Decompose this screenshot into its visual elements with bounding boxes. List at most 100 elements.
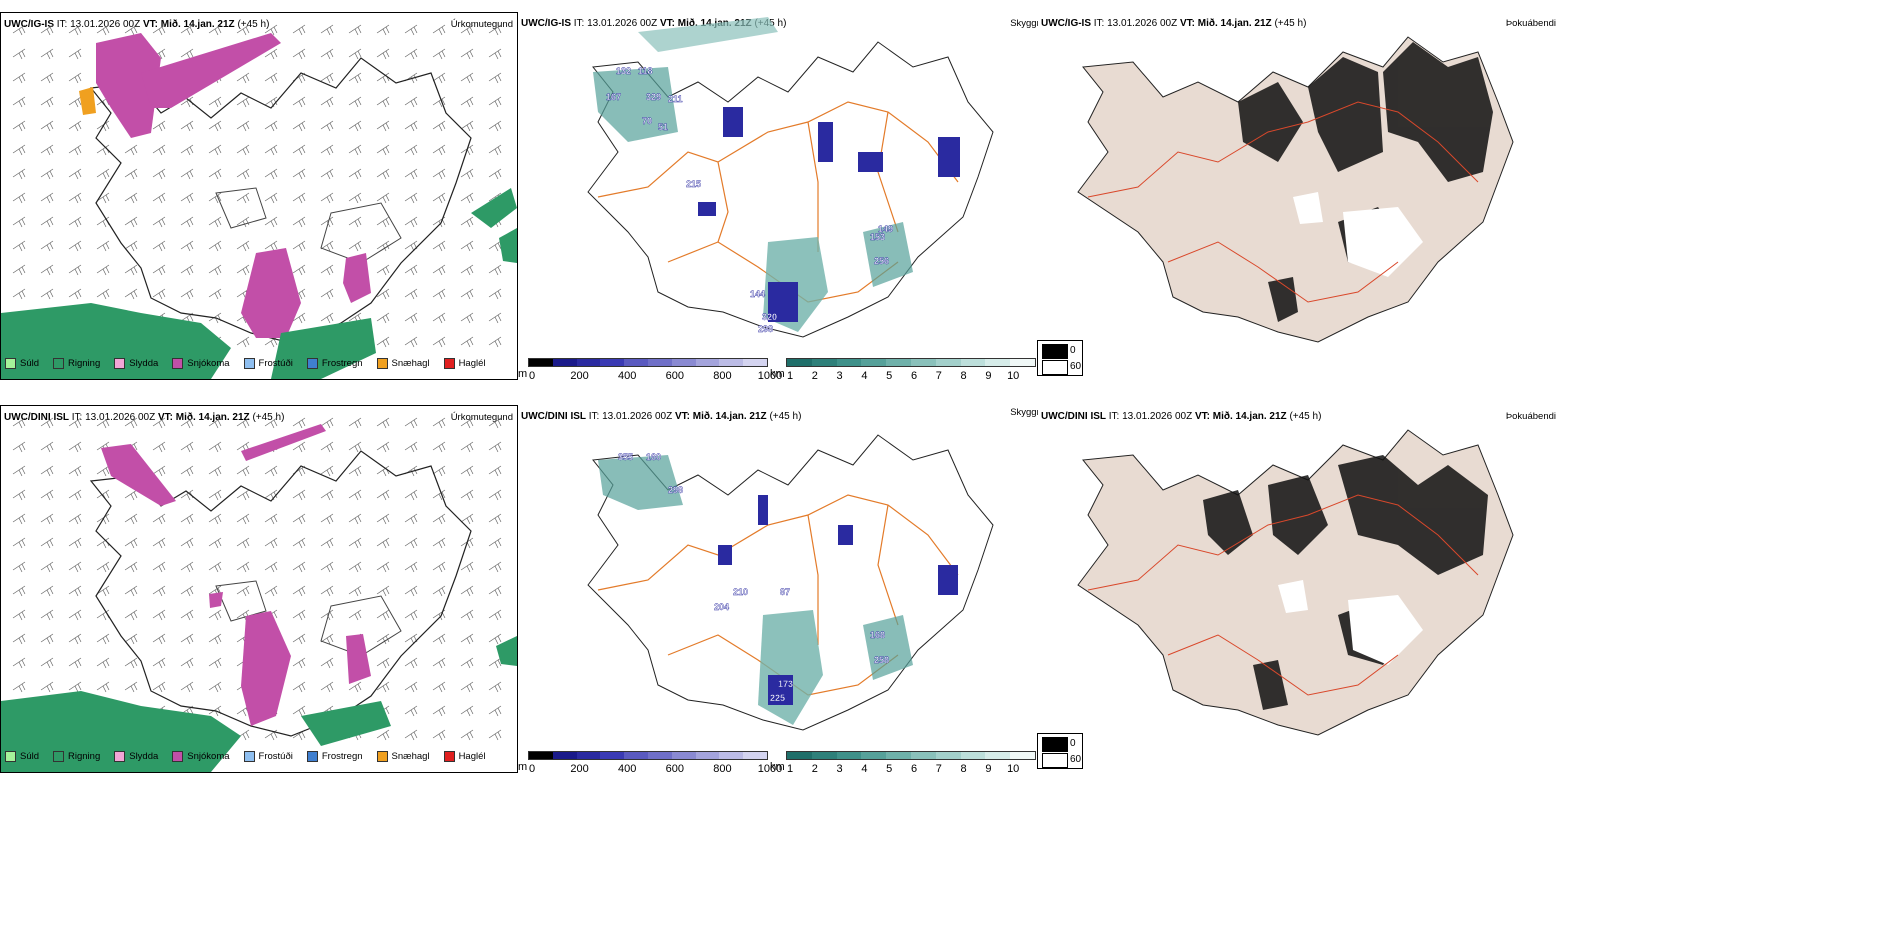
colorbar-tick-label: 6 (910, 370, 918, 382)
legend-swatch (114, 358, 126, 369)
precip-type-panel-top: UWC/IG-IS IT: 13.01.2026 00Z VT: Mið. 14… (0, 12, 518, 380)
snow-area (241, 424, 326, 461)
colorbar-tick-label: 4 (861, 370, 868, 382)
wind-barb (236, 465, 250, 477)
wind-barb (292, 537, 306, 549)
wind-barb (68, 417, 82, 429)
wind-barb (152, 633, 166, 645)
wind-barb (12, 537, 26, 549)
legend-label: Súld (20, 751, 40, 762)
wind-barb (68, 609, 82, 621)
colorbar-tick-label: 800 (713, 763, 732, 775)
wind-barb (40, 657, 54, 669)
wind-barb (40, 585, 54, 597)
wind-barb (404, 288, 418, 300)
wind-barb (432, 240, 446, 252)
wind-barb (488, 120, 502, 132)
map-value-label: 298 (668, 485, 683, 495)
wind-barb (404, 417, 418, 429)
legend-swatch (172, 751, 184, 762)
wind-barb (208, 489, 222, 501)
wind-barb (180, 441, 194, 453)
wind-barb (264, 417, 278, 429)
wind-barb (236, 240, 250, 252)
wind-barb (236, 192, 250, 204)
wind-barb (236, 120, 250, 132)
map-value-labels: 355 160 298 204 210 87 168 258 173 225 (618, 452, 889, 703)
colorbar-tick-label: 4 (861, 763, 868, 775)
wind-barb (68, 288, 82, 300)
wind-barb (208, 288, 222, 300)
wind-barb (488, 681, 502, 693)
colorbar-tick-label: 3 (836, 370, 843, 382)
colorbar-tick-label: 600 (665, 370, 684, 382)
wind-barb (124, 240, 138, 252)
wind-barb (488, 168, 502, 180)
wind-barb (96, 561, 110, 573)
wind-barb (404, 729, 418, 741)
wind-barb (12, 417, 26, 429)
wind-barb (180, 465, 194, 477)
wind-barb (264, 729, 278, 741)
wind-barb (404, 96, 418, 108)
glacier-outline (215, 187, 267, 229)
cloud-base-swatches (528, 358, 768, 367)
wind-barb (460, 336, 474, 348)
wind-barb (460, 609, 474, 621)
wind-barb (488, 537, 502, 549)
snow-area (141, 33, 281, 108)
wind-barb (432, 144, 446, 156)
colorbar-cell (671, 359, 696, 366)
legend-item: Snjókoma (172, 751, 230, 762)
wind-barb (348, 24, 362, 36)
snow-area (346, 634, 371, 684)
wind-barb (432, 537, 446, 549)
legend-swatch (53, 751, 65, 762)
wind-barb (68, 144, 82, 156)
wind-barb (180, 681, 194, 693)
wind-barb (460, 312, 474, 324)
wind-barb (124, 168, 138, 180)
iceland-outline (587, 41, 994, 338)
wind-barb (236, 417, 250, 429)
wind-barb (40, 681, 54, 693)
colorbar-tick-label: 400 (618, 370, 637, 382)
wind-barb (68, 465, 82, 477)
wind-barb (124, 264, 138, 276)
snow-pellet-area (79, 87, 96, 115)
wind-barb (460, 561, 474, 573)
map-value-label: 118 (638, 66, 653, 76)
wind-barb (124, 24, 138, 36)
wind-barb (68, 681, 82, 693)
wind-barb (348, 216, 362, 228)
wind-barb (320, 609, 334, 621)
wind-barb (40, 72, 54, 84)
snow-area (241, 611, 291, 726)
wind-barb (320, 48, 334, 60)
wind-barb (432, 120, 446, 132)
wind-barb (460, 72, 474, 84)
rain-area (301, 701, 391, 746)
wind-barb (292, 240, 306, 252)
wind-barb (488, 609, 502, 621)
wind-barb (124, 216, 138, 228)
wind-barb (264, 513, 278, 525)
low-visibility-area (863, 615, 913, 680)
fog-panel-top: UWC/IG-IS IT: 13.01.2026 00Z VT: Mið. 14… (1037, 12, 1558, 380)
wind-barb (488, 513, 502, 525)
wind-barb (320, 96, 334, 108)
wind-barb (404, 120, 418, 132)
legend-label: Frostúði (258, 751, 293, 762)
wind-barb (152, 168, 166, 180)
map-value-label: 298 (758, 324, 773, 334)
wind-barb (40, 513, 54, 525)
wind-barb (348, 96, 362, 108)
fog-min-swatch (1042, 753, 1068, 768)
wind-barb (236, 24, 250, 36)
legend-swatch (172, 358, 184, 369)
wind-barb (208, 633, 222, 645)
wind-barb (40, 192, 54, 204)
wind-barb (488, 657, 502, 669)
wind-barb (124, 513, 138, 525)
wind-barb (460, 633, 474, 645)
